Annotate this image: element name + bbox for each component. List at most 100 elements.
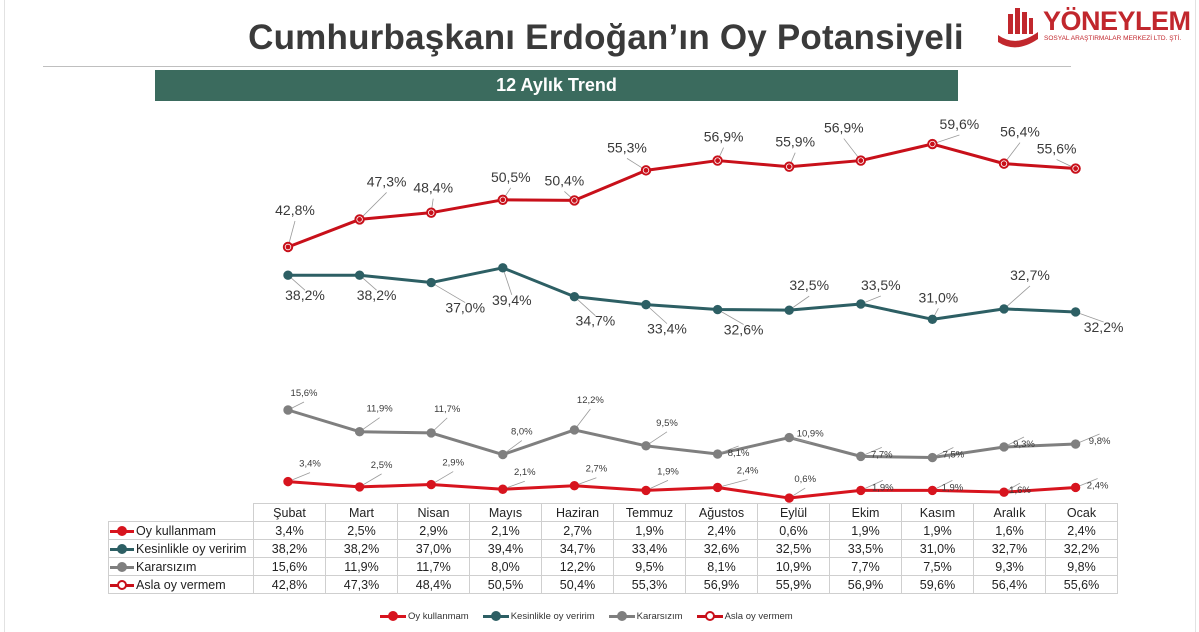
table-cell: 8,1% (685, 557, 758, 576)
leader-line-kesinlikle-oy-veririm (717, 309, 744, 325)
data-label-asla-oy-vermem: 55,6% (1037, 141, 1077, 157)
data-point-kararsizim (712, 449, 723, 459)
table-cell: 11,7% (397, 557, 470, 576)
table-cell: 2,1% (469, 521, 542, 540)
legend-item-kesinlikle-oy-veririm: Kesinlikle oy veririm (482, 611, 595, 622)
table-cell: 50,5% (469, 575, 542, 594)
table-corner (108, 503, 254, 522)
data-label-kararsizim: 8,1% (728, 448, 750, 459)
data-label-asla-oy-vermem: 56,9% (824, 120, 864, 136)
table-cell: 38,2% (253, 539, 326, 558)
data-label-kesinlikle-oy-veririm: 32,2% (1084, 319, 1124, 335)
table-cell: 50,4% (541, 575, 614, 594)
data-point-core-asla-oy-vermem (786, 164, 792, 170)
data-point-core-asla-oy-vermem (500, 197, 506, 203)
table-cell: 31,0% (901, 539, 974, 558)
table-column-header: Haziran (541, 503, 614, 522)
data-point-kararsizim (784, 432, 794, 443)
data-point-kesinlikle-oy-veririm (1070, 307, 1081, 317)
table-cell: 1,9% (901, 521, 974, 540)
data-label-kararsizim: 11,9% (366, 404, 393, 415)
table-cell: 0,6% (757, 521, 830, 540)
legend-item-oy-kullanmam: Oy kullanmam (380, 611, 469, 622)
data-label-kesinlikle-oy-veririm: 32,5% (789, 277, 829, 293)
data-point-oy-kullanmam (426, 479, 436, 490)
data-label-kesinlikle-oy-veririm: 32,6% (724, 322, 764, 338)
table-column-header: Kasım (901, 503, 974, 522)
data-point-kararsizim (354, 427, 365, 437)
legend-marker-icon (380, 611, 406, 622)
table-cell: 9,3% (973, 557, 1046, 576)
series-marker-icon (110, 580, 134, 591)
leader-line-kesinlikle-oy-veririm (574, 296, 596, 316)
table-cell: 7,7% (829, 557, 902, 576)
data-label-kesinlikle-oy-veririm: 38,2% (285, 287, 325, 303)
series-line-asla-oy-vermem (287, 142, 1076, 249)
data-point-oy-kullanmam (1070, 482, 1081, 493)
data-point-core-asla-oy-vermem (572, 198, 577, 203)
data-label-asla-oy-vermem: 50,5% (491, 169, 531, 185)
data-point-oy-kullanmam (999, 487, 1009, 497)
data-label-oy-kullanmam: 1,9% (942, 482, 964, 493)
data-label-asla-oy-vermem: 50,4% (545, 172, 585, 188)
series-line-kararsizim (287, 408, 1076, 460)
data-point-kesinlikle-oy-veririm (856, 299, 866, 309)
data-point-kesinlikle-oy-veririm (283, 270, 293, 280)
data-point-kesinlikle-oy-veririm (999, 304, 1009, 314)
data-label-oy-kullanmam: 2,4% (1087, 480, 1109, 491)
table-header-row: Şubat Mart Nisan Mayıs Haziran Temmuz Ağustos E… (108, 503, 1118, 522)
table-row: Oy kullanmam 3,4% 2,5% 2,9% 2,1% 2,7% 1,9% 2,4%… (108, 521, 1118, 540)
data-point-core-asla-oy-vermem (858, 158, 864, 163)
data-label-asla-oy-vermem: 56,4% (1000, 124, 1040, 140)
data-point-core-asla-oy-vermem (643, 167, 649, 173)
frame-right-border (1195, 0, 1196, 632)
legend-item-asla-oy-vermem: Asla oy vermem (696, 611, 793, 622)
table-cell: 55,6% (1045, 575, 1118, 594)
data-point-kararsizim (498, 449, 508, 460)
table-cell: 47,3% (325, 575, 398, 594)
data-point-kararsizim (283, 405, 293, 415)
legend-marker-icon (696, 611, 723, 622)
data-point-oy-kullanmam (856, 485, 866, 496)
data-point-oy-kullanmam (712, 482, 723, 493)
data-label-kararsizim: 9,3% (1013, 439, 1035, 450)
leader-line-kesinlikle-oy-veririm (430, 282, 466, 303)
legend-label: Oy kullanmam (408, 611, 469, 622)
data-label-kararsizim: 11,7% (434, 404, 461, 415)
row-label-text: Kesinlikle oy veririm (136, 541, 247, 556)
table-cell: 7,5% (901, 557, 974, 576)
table-cell: 15,6% (253, 557, 326, 576)
table-cell: 2,9% (397, 521, 470, 540)
data-point-kararsizim (856, 451, 866, 462)
data-label-kararsizim: 8,0% (511, 427, 533, 438)
leader-line-kesinlikle-oy-veririm (1075, 311, 1104, 323)
data-point-core-asla-oy-vermem (285, 244, 291, 250)
table-column-header: Aralık (973, 503, 1046, 522)
data-point-kesinlikle-oy-veririm (641, 299, 651, 310)
leader-line-oy-kullanmam (717, 479, 748, 488)
data-label-oy-kullanmam: 1,6% (1009, 485, 1031, 496)
leader-line-kesinlikle-oy-veririm (502, 267, 513, 295)
data-point-kararsizim (1070, 439, 1081, 449)
data-label-kararsizim: 7,5% (943, 450, 965, 461)
data-point-oy-kullanmam (641, 485, 651, 496)
data-label-kararsizim: 15,6% (291, 388, 318, 399)
data-label-kesinlikle-oy-veririm: 39,4% (492, 292, 532, 308)
data-point-kararsizim (426, 428, 436, 438)
table-cell: 34,7% (541, 539, 614, 558)
table-column-header: Eylül (757, 503, 830, 522)
legend-label: Asla oy vermem (724, 611, 793, 622)
table-cell: 32,7% (973, 539, 1046, 558)
data-label-kesinlikle-oy-veririm: 31,0% (919, 289, 959, 305)
legend-marker-icon (482, 611, 509, 622)
data-point-kesinlikle-oy-veririm (569, 291, 580, 302)
data-label-oy-kullanmam: 1,9% (657, 466, 679, 477)
data-point-oy-kullanmam (927, 485, 938, 496)
row-label-text: Oy kullanmam (136, 523, 216, 538)
data-point-kararsizim (641, 441, 651, 451)
series-marker-icon (110, 544, 134, 555)
table-cell: 2,7% (541, 521, 614, 540)
table-cell: 2,4% (1045, 521, 1118, 540)
table-row-label: Asla oy vermem (108, 575, 254, 594)
data-label-oy-kullanmam: 2,7% (586, 464, 608, 475)
